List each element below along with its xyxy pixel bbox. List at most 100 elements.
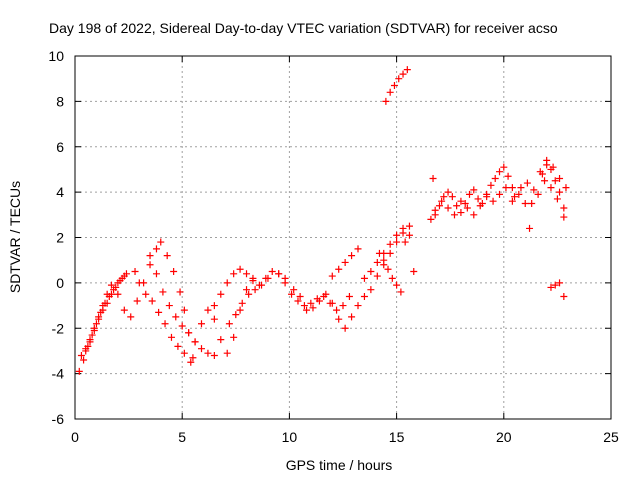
data-point xyxy=(553,195,561,203)
grid xyxy=(75,56,611,419)
data-point xyxy=(444,188,452,196)
data-point xyxy=(165,302,173,310)
data-point xyxy=(281,279,289,287)
series-arc-10 xyxy=(275,270,353,314)
data-point xyxy=(348,313,356,321)
data-point xyxy=(251,286,259,294)
data-point xyxy=(401,238,409,246)
data-point xyxy=(504,172,512,180)
data-point xyxy=(77,351,85,359)
data-point xyxy=(161,320,169,328)
y-axis-label: SDTVAR / TECUs xyxy=(7,181,23,293)
data-point xyxy=(551,281,559,289)
series-arc-5 xyxy=(131,268,195,366)
data-point xyxy=(448,193,456,201)
data-point xyxy=(517,184,525,192)
data-point xyxy=(230,333,238,341)
series-arc-4 xyxy=(114,238,197,362)
data-point xyxy=(191,338,199,346)
data-point xyxy=(120,272,128,280)
data-point xyxy=(249,277,257,285)
data-point xyxy=(230,270,238,278)
data-point xyxy=(393,281,401,289)
data-point xyxy=(339,302,347,310)
data-point xyxy=(112,283,120,291)
y-tick-label: 2 xyxy=(56,230,64,246)
y-tick-label: 0 xyxy=(56,275,64,291)
data-point xyxy=(388,274,396,282)
y-tick-label: -4 xyxy=(52,366,65,382)
data-point xyxy=(180,306,188,314)
data-point xyxy=(328,299,336,307)
data-point xyxy=(461,199,469,207)
data-point xyxy=(322,290,330,298)
data-point xyxy=(511,193,519,201)
series-arc-18 xyxy=(429,175,437,183)
data-point xyxy=(328,272,336,280)
data-point xyxy=(309,304,317,312)
chart-title: Day 198 of 2022, Sidereal Day-to-day VTE… xyxy=(49,20,558,36)
data-point xyxy=(157,238,165,246)
data-point xyxy=(258,281,266,289)
data-point xyxy=(390,81,398,89)
data-point xyxy=(386,249,394,257)
series-arc-13 xyxy=(375,222,413,296)
data-point xyxy=(148,297,156,305)
y-tick-label: 4 xyxy=(56,184,64,200)
data-point xyxy=(393,231,401,239)
data-point xyxy=(223,349,231,357)
data-point xyxy=(386,240,394,248)
data-point xyxy=(174,342,182,350)
data-point xyxy=(457,197,465,205)
data-point xyxy=(562,184,570,192)
data-point xyxy=(543,161,551,169)
data-point xyxy=(496,168,504,176)
data-point xyxy=(440,193,448,201)
data-point xyxy=(99,302,107,310)
data-point xyxy=(457,209,465,217)
data-point xyxy=(152,245,160,253)
data-point xyxy=(491,175,499,183)
data-point xyxy=(470,211,478,219)
data-point xyxy=(217,336,225,344)
data-point xyxy=(429,175,437,183)
data-point xyxy=(360,274,368,282)
data-point xyxy=(395,75,403,83)
data-point xyxy=(438,197,446,205)
data-point xyxy=(86,336,94,344)
data-point xyxy=(133,297,141,305)
x-tick-label: 10 xyxy=(282,429,298,445)
data-point xyxy=(120,306,128,314)
data-point xyxy=(80,356,88,364)
data-point xyxy=(500,163,508,171)
series-arc-19 xyxy=(511,156,570,201)
data-point xyxy=(116,277,124,285)
data-point xyxy=(367,268,375,276)
y-tick-label: 10 xyxy=(48,48,64,64)
data-point xyxy=(288,290,296,298)
axis-ticks xyxy=(74,55,612,420)
data-point xyxy=(496,190,504,198)
data-point xyxy=(210,351,218,359)
data-point xyxy=(131,268,139,276)
data-point xyxy=(204,349,212,357)
data-point xyxy=(470,186,478,194)
data-point xyxy=(197,320,205,328)
data-point xyxy=(176,288,184,296)
data-point xyxy=(348,252,356,260)
x-tick-label: 5 xyxy=(178,429,186,445)
data-point xyxy=(185,329,193,337)
data-point xyxy=(88,331,96,339)
data-point xyxy=(82,347,90,355)
y-tick-label: -2 xyxy=(52,320,65,336)
series-arc-14 xyxy=(382,66,411,105)
data-point xyxy=(232,311,240,319)
data-point xyxy=(300,302,308,310)
data-point xyxy=(528,199,536,207)
x-axis-label: GPS time / hours xyxy=(286,457,393,473)
x-tick-label: 0 xyxy=(71,429,79,445)
data-point xyxy=(107,281,115,289)
data-point xyxy=(556,279,564,287)
data-point xyxy=(399,224,407,232)
